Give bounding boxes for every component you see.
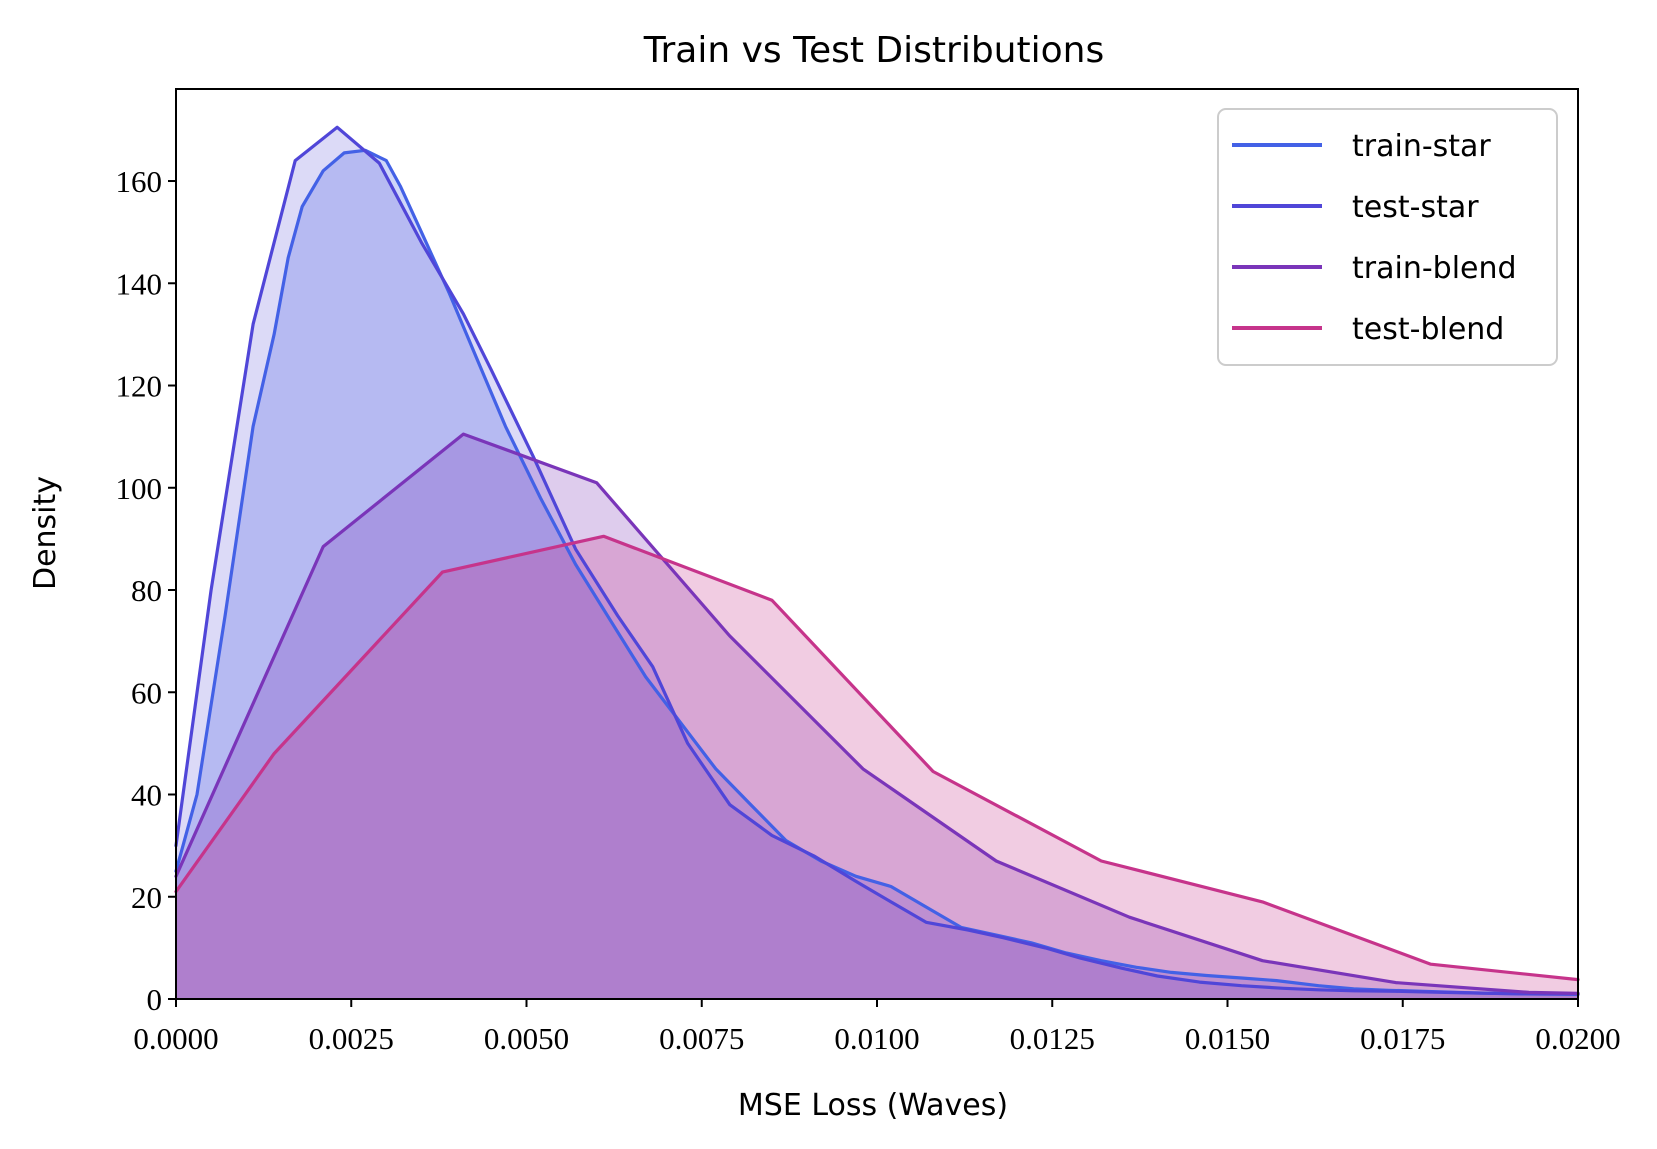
x-axis-label: MSE Loss (Waves)	[738, 1088, 1008, 1123]
x-tick-label: 0.0050	[484, 1021, 569, 1056]
x-tick-label: 0.0175	[1360, 1021, 1445, 1056]
legend-label-test-blend: test-blend	[1352, 312, 1504, 347]
x-tick-label: 0.0200	[1535, 1021, 1620, 1056]
y-tick-label: 40	[131, 778, 162, 813]
y-tick-label: 160	[116, 164, 163, 199]
area-train-blend	[176, 434, 1578, 1000]
area-train-star	[176, 150, 1578, 1000]
legend-label-test-star: test-star	[1352, 190, 1479, 225]
legend-label-train-star: train-star	[1352, 129, 1491, 164]
series-areas	[176, 127, 1578, 1000]
area-test-star	[176, 127, 1578, 1000]
x-tick-label: 0.0100	[834, 1021, 919, 1056]
line-train-blend	[174, 432, 1580, 995]
x-axis-ticks: 0.0000 0.0025 0.0050 0.0075 0.0100 0.0125 0.01…	[133, 999, 1621, 1056]
legend: train-star test-star train-blend test-blend	[1217, 108, 1558, 366]
x-tick-label: 0.0125	[1010, 1021, 1095, 1056]
line-train-star	[174, 148, 1580, 996]
y-tick-label: 20	[131, 880, 162, 915]
x-tick-label: 0.0150	[1185, 1021, 1270, 1056]
area-test-blend	[176, 536, 1578, 999]
legend-box	[1217, 108, 1558, 366]
y-tick-label: 100	[116, 471, 163, 506]
chart-title: Train vs Test Distributions	[643, 30, 1104, 71]
x-tick-label: 0.0025	[309, 1021, 394, 1056]
y-tick-label: 80	[131, 573, 162, 608]
y-tick-label: 60	[131, 675, 162, 710]
series-lines	[174, 125, 1580, 996]
line-test-blend	[174, 534, 1580, 982]
x-tick-label: 0.0075	[659, 1021, 744, 1056]
y-tick-label: 120	[116, 369, 163, 404]
legend-label-train-blend: train-blend	[1352, 251, 1517, 286]
y-axis-label: Density	[28, 476, 63, 590]
y-tick-label: 140	[116, 266, 163, 301]
y-axis-ticks: 0 20 40 60 80 100 120 140 160	[116, 164, 176, 1017]
y-tick-label: 0	[147, 982, 163, 1017]
x-tick-label: 0.0000	[133, 1021, 218, 1056]
line-test-star	[174, 125, 1580, 996]
